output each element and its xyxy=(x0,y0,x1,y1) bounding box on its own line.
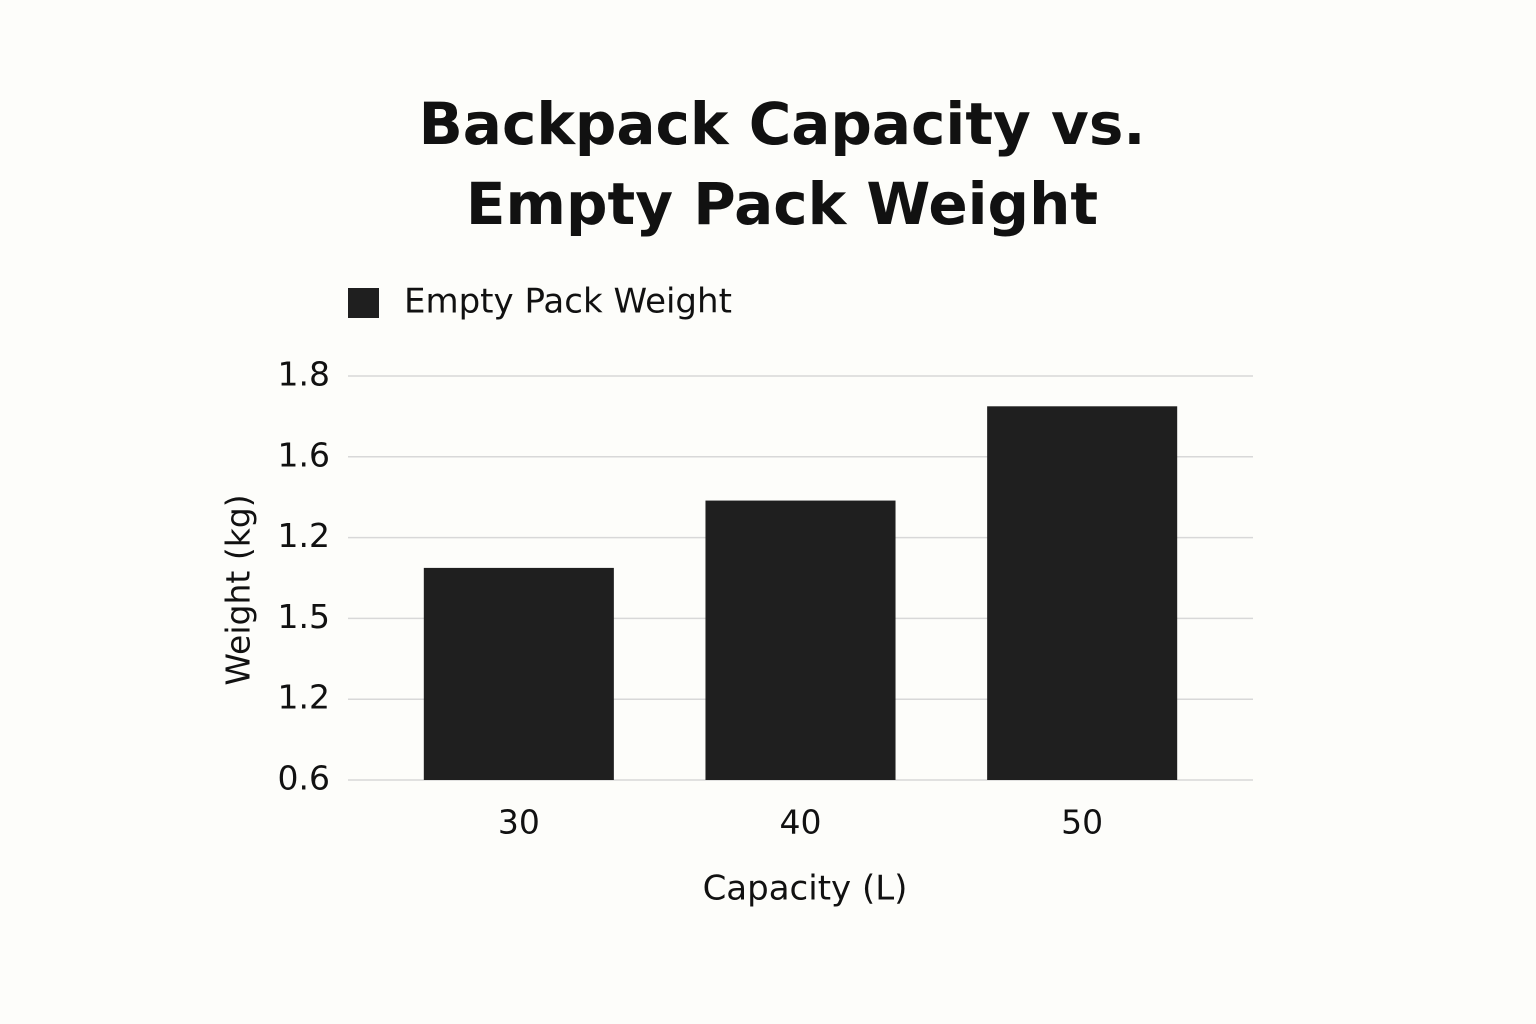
y-tick-label: 0.6 xyxy=(278,759,330,798)
legend-label: Empty Pack Weight xyxy=(404,282,732,322)
legend-swatch xyxy=(348,288,379,318)
y-tick-label: 1.8 xyxy=(278,355,330,394)
bar xyxy=(423,567,614,780)
y-axis-label: Weight (kg) xyxy=(219,494,258,685)
x-axis-label: Capacity (L) xyxy=(703,869,908,909)
y-tick-label: 1.2 xyxy=(278,516,330,555)
x-tick-label: 30 xyxy=(498,803,540,842)
x-tick-label: 50 xyxy=(1061,803,1103,842)
y-tick-label: 1.2 xyxy=(278,678,330,717)
y-tick-label: 1.5 xyxy=(278,597,330,636)
bar xyxy=(987,406,1178,780)
x-tick-label: 40 xyxy=(780,803,822,842)
y-tick-label: 1.6 xyxy=(278,435,330,474)
bar xyxy=(705,500,896,780)
chart-title: Backpack Capacity vs. Empty Pack Weight xyxy=(418,90,1146,238)
